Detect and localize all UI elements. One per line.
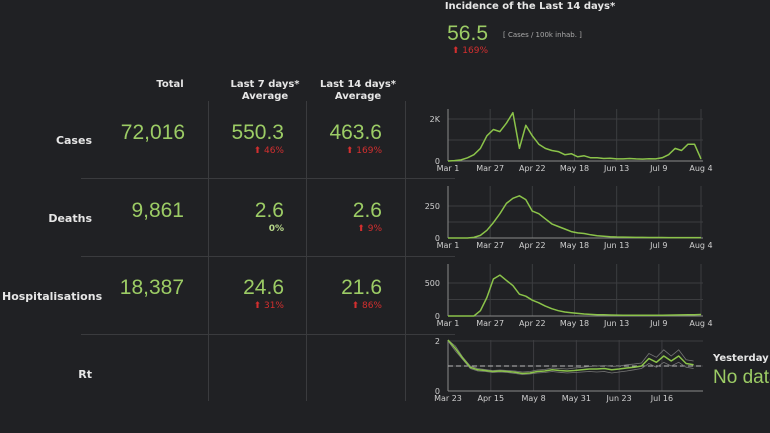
x-tick-label: Mar 27 (476, 319, 504, 328)
yesterday-value: No data (713, 367, 770, 388)
x-tick-label: May 8 (521, 394, 545, 403)
cases-avg14: 463.6 (329, 121, 382, 144)
row-label-rt: Rt (78, 368, 92, 381)
arrow-up-icon: ⬆ (253, 146, 262, 156)
hosp-change14: ⬆ 86% (351, 301, 382, 311)
deaths-series-line (448, 195, 701, 239)
x-tick-label: Jul 16 (650, 394, 673, 403)
column-header-total: Total (156, 79, 184, 90)
yesterday-label: Yesterday (713, 353, 769, 364)
arrow-up-icon: ⬆ (253, 301, 262, 311)
x-tick-label: Mar 27 (476, 241, 504, 250)
column-header-last14: Last 14 days* Average (319, 79, 397, 102)
arrow-up-icon: ⬆ (451, 46, 460, 56)
x-tick-label: May 31 (562, 394, 591, 403)
cases-total: 72,016 (120, 121, 185, 144)
cases-series-line (447, 111, 702, 162)
arrow-up-icon: ⬆ (351, 301, 360, 311)
row-label-deaths: Deaths (48, 212, 92, 225)
x-tick-label: Jun 13 (603, 164, 629, 173)
incidence-value: 56.5 (447, 22, 488, 45)
incidence-change: ⬆ 169% (451, 46, 488, 56)
deaths-avg7: 2.6 (254, 199, 284, 222)
x-tick-label: Aug 4 (689, 319, 712, 328)
cases-change14: ⬆ 169% (345, 146, 382, 156)
hosp-change7: ⬆ 31% (253, 301, 284, 311)
arrow-up-icon: ⬆ (357, 224, 365, 234)
x-tick-label: Apr 22 (519, 164, 546, 173)
x-tick-label: Mar 27 (476, 164, 504, 173)
x-tick-label: Aug 4 (689, 241, 712, 250)
x-tick-label: Jun 13 (603, 319, 629, 328)
y-tick-label: 0 (435, 234, 440, 243)
column-divider (208, 101, 209, 401)
deaths-change7: 0% (268, 224, 284, 234)
y-tick-label: 2 (435, 337, 440, 346)
x-tick-label: Aug 4 (689, 164, 712, 173)
y-tick-label: 0 (435, 157, 440, 166)
column-divider (405, 101, 406, 401)
incidence-title: Incidence of the Last 14 days* (444, 1, 616, 12)
x-tick-label: May 18 (560, 319, 589, 328)
hosp-avg14: 21.6 (341, 276, 382, 299)
deaths-change14: ⬆ 9% (357, 224, 382, 234)
x-tick-label: Apr 22 (519, 319, 546, 328)
rt-upper-bound (447, 339, 694, 373)
row-divider (81, 178, 455, 179)
x-tick-label: May 18 (560, 164, 589, 173)
x-tick-label: May 18 (560, 241, 589, 250)
column-header-last7: Last 7 days* Average (230, 79, 300, 102)
incidence-unit: [ Cases / 100k inhab. ] (503, 31, 582, 39)
x-tick-label: Mar 1 (437, 164, 460, 173)
row-label-cases: Cases (55, 134, 92, 147)
deaths-total: 9,861 (131, 199, 184, 222)
column-divider (306, 101, 307, 401)
rt-series-line (447, 339, 694, 375)
x-tick-label: Jul 9 (649, 241, 667, 250)
x-tick-label: Mar 23 (434, 394, 462, 403)
deaths-avg14: 2.6 (352, 199, 382, 222)
row-divider (81, 334, 455, 335)
x-tick-label: Jun 23 (606, 394, 632, 403)
row-divider (81, 256, 455, 257)
hosp-avg7: 24.6 (243, 276, 284, 299)
cases-change7: ⬆ 46% (253, 146, 284, 156)
x-tick-label: Apr 15 (478, 394, 505, 403)
rt-lower-bound (447, 340, 694, 375)
cases-avg7: 550.3 (231, 121, 284, 144)
x-tick-label: Mar 1 (437, 319, 460, 328)
y-tick-label: 2K (430, 115, 441, 124)
row-label-hospitalisations: Hospitalisations (2, 290, 103, 303)
hosp-total: 18,387 (119, 276, 184, 299)
x-tick-label: Mar 1 (437, 241, 460, 250)
x-tick-label: Jul 9 (649, 319, 667, 328)
y-tick-label: 250 (425, 202, 440, 211)
y-tick-label: 500 (425, 279, 440, 288)
x-tick-label: Apr 22 (519, 241, 546, 250)
y-tick-label: 0 (435, 387, 440, 396)
x-tick-label: Jul 9 (649, 164, 667, 173)
hospitalisations-series-line (448, 274, 702, 317)
x-tick-label: Jun 13 (603, 241, 629, 250)
arrow-up-icon: ⬆ (345, 146, 354, 156)
y-tick-label: 0 (435, 312, 440, 321)
